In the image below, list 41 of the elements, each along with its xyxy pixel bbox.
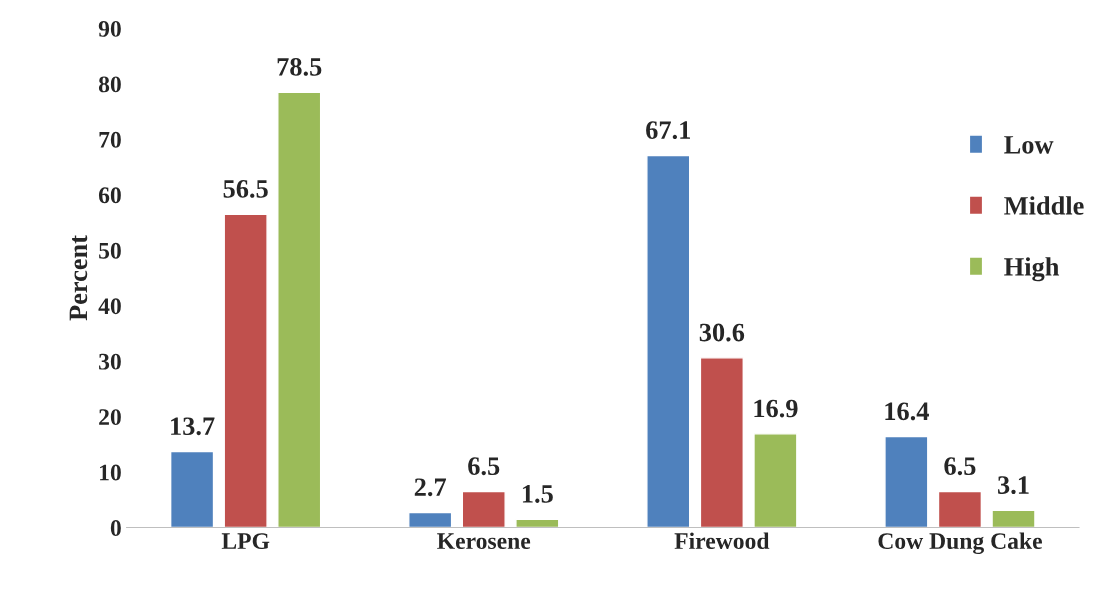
y-tick-label: 60	[98, 187, 121, 204]
data-label: 2.7	[414, 478, 447, 497]
x-tick-label: Kerosene	[437, 533, 531, 550]
bar	[408, 511, 453, 528]
x-tick-label: Firewood	[674, 532, 770, 550]
data-label: 78.5	[277, 57, 322, 76]
bar	[699, 357, 744, 528]
legend-label: Low	[1004, 136, 1054, 154]
bar	[646, 154, 691, 528]
legend-label: Middle	[1004, 196, 1084, 215]
data-label: 1.5	[522, 485, 553, 503]
y-tick-label: 80	[98, 76, 121, 93]
y-tick-label: 50	[99, 242, 121, 259]
x-tick-label: Cow Dung Cake	[878, 532, 1042, 555]
data-label: 16.4	[885, 402, 929, 421]
y-tick-label: 30	[99, 353, 121, 370]
bar	[884, 435, 929, 528]
x-tick-label: LPG	[221, 533, 270, 550]
y-tick-label: 90	[98, 20, 121, 37]
bar	[461, 490, 506, 528]
bar	[991, 509, 1036, 528]
y-tick-label: 10	[100, 464, 121, 481]
bar	[223, 213, 268, 528]
y-tick-label: 40	[98, 298, 121, 315]
legend-label: High	[1004, 257, 1060, 282]
data-label: 3.1	[998, 476, 1029, 495]
bar	[277, 91, 322, 528]
data-label: 67.1	[646, 121, 690, 140]
data-label: 6.5	[944, 457, 976, 476]
data-label: 16.9	[754, 399, 798, 418]
data-label: 13.7	[171, 417, 215, 436]
data-label: 6.5	[468, 457, 500, 476]
y-tick-label: 70	[99, 131, 121, 148]
bar	[937, 490, 983, 528]
data-label: 30.6	[699, 323, 745, 342]
y-tick-label: 20	[99, 409, 121, 426]
y-tick-label: 0	[110, 520, 121, 536]
bar	[753, 433, 798, 528]
bar	[169, 450, 215, 528]
y-axis-title: Percent	[69, 235, 88, 321]
data-label: 56.5	[223, 180, 268, 198]
